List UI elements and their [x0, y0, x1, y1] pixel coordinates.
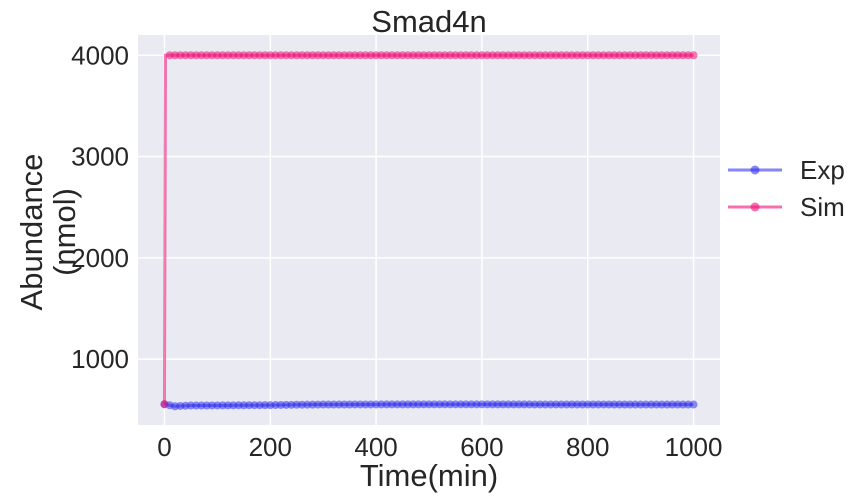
x-tick-label: 400 — [354, 432, 397, 462]
y-tick-label: 3000 — [71, 142, 129, 172]
y-tick-label: 4000 — [71, 40, 129, 70]
y-tick-labels: 1000 2000 3000 4000 — [71, 40, 129, 374]
legend-exp-marker — [750, 165, 760, 175]
plot-background — [138, 35, 720, 425]
series-exp-point — [689, 400, 698, 409]
y-axis-label-line-1: Abundance — [14, 154, 49, 311]
legend-exp-label: Exp — [800, 155, 845, 185]
chart-title: Smad4n — [371, 4, 486, 39]
series-sim-point — [160, 400, 169, 409]
x-tick-label: 600 — [460, 432, 503, 462]
legend-sim-marker — [750, 202, 760, 212]
y-axis-label-line-2: (nmol) — [47, 188, 82, 276]
x-tick-label: 0 — [157, 432, 171, 462]
series-layer — [160, 51, 698, 411]
x-tick-label: 800 — [566, 432, 609, 462]
series-sim — [160, 51, 698, 409]
x-tick-label: 200 — [249, 432, 292, 462]
y-tick-label: 1000 — [71, 344, 129, 374]
y-tick-label: 2000 — [71, 243, 129, 273]
x-tick-label: 1000 — [665, 432, 723, 462]
series-sim-point — [689, 51, 698, 60]
x-tick-labels: 0 200 400 600 800 1000 — [157, 432, 722, 462]
legend: Exp Sim — [728, 155, 845, 222]
x-axis-label: Time(min) — [360, 458, 498, 493]
legend-sim-label: Sim — [800, 192, 845, 222]
